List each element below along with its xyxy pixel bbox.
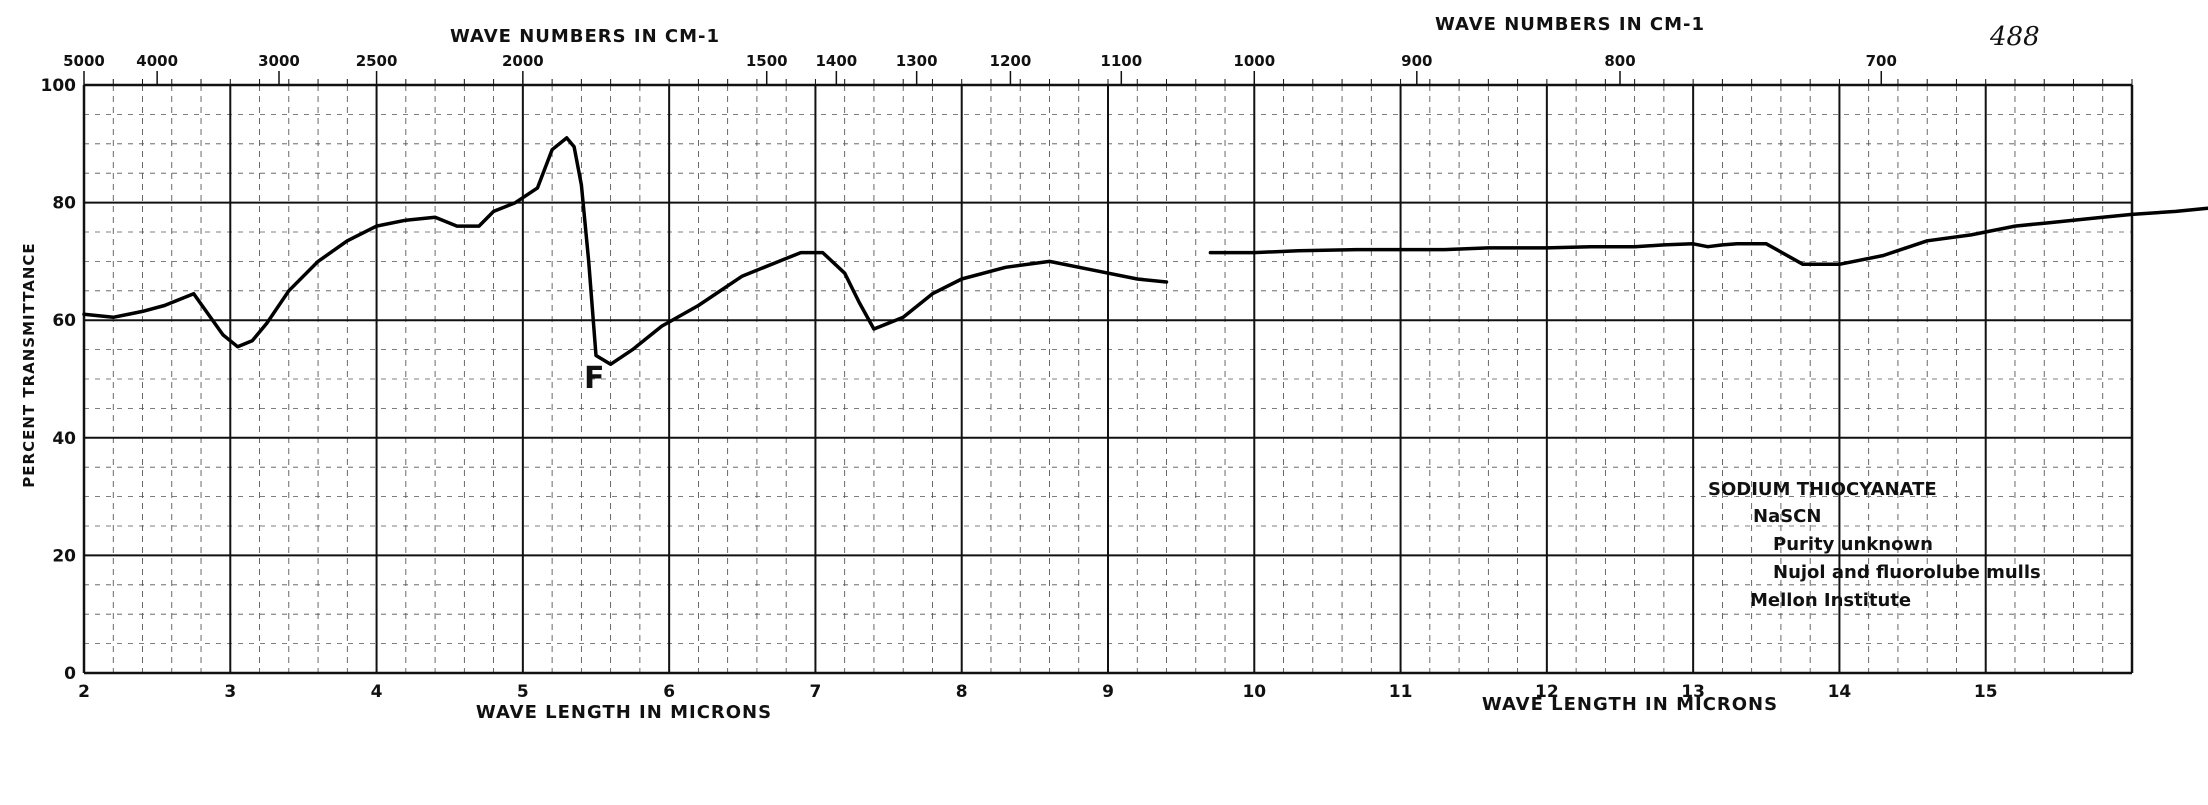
x-axis-label-right: WAVE LENGTH IN MICRONS [1482,694,1778,715]
x-tick-label: 2 [78,682,90,702]
spectrum-trace-1 [82,136,1169,367]
x-tick-label: 7 [810,682,822,702]
top-axis-tick-label: 3000 [258,52,300,70]
x-tick-label: 12 [1535,682,1559,702]
top-axis-label-left: WAVE NUMBERS IN CM-1 [450,26,720,47]
legend-formula: NaSCN [1753,506,1821,527]
top-axis-tick-label: 900 [1401,52,1432,70]
legend-compound: SODIUM THIOCYANATE [1708,479,1937,500]
y-axis-label: PERCENT TRANSMITTANCE [20,242,38,487]
x-tick-label: 5 [517,682,529,702]
top-axis-tick-label: 1300 [896,52,938,70]
top-axis-tick-label: 5000 [63,52,105,70]
top-axis-tick-label: 1100 [1100,52,1142,70]
legend-purity: Purity unknown [1773,534,1933,555]
x-tick-label: 13 [1681,682,1705,702]
x-tick-label: 4 [371,682,383,702]
spectrum-trace-2 [1208,206,2208,267]
top-axis-tick-label: 1200 [990,52,1032,70]
y-tick-label: 100 [41,76,77,96]
grid-layer [83,84,2132,674]
x-tick-label: 6 [663,682,675,702]
y-tick-label: 80 [52,194,76,214]
y-tick-label: 20 [52,546,76,566]
x-tick-label: 11 [1389,682,1413,702]
labels-layer: 2 3 4 5 6 7 8 9 10 11 12 13 14 15 0 20 40 60 80 100 5000 4000… [41,52,1998,702]
y-tick-label: 40 [52,429,76,449]
top-axis-label-right: WAVE NUMBERS IN CM-1 [1435,14,1705,35]
x-tick-label: 9 [1102,682,1114,702]
top-axis-tick-label: 800 [1604,52,1635,70]
top-axis-tick-label: 2000 [502,52,544,70]
x-tick-label: 3 [224,682,236,702]
x-tick-label: 8 [956,682,968,702]
top-axis-tick-label: 4000 [136,52,178,70]
legend-sample: Nujol and fluorolube mulls [1773,562,2041,583]
legend-box: SODIUM THIOCYANATE NaSCN Purity unknown … [1708,479,2041,611]
top-axis-tick-label: 700 [1866,52,1897,70]
top-axis-tick-label: 1000 [1233,52,1275,70]
series-layer [82,136,2208,367]
annotation-f: F [584,361,605,396]
y-tick-label: 60 [52,311,76,331]
y-tick-label: 0 [64,664,76,684]
catalog-number: 488 [1989,22,2040,52]
x-tick-label: 14 [1828,682,1852,702]
top-axis-tick-label: 1500 [746,52,788,70]
x-tick-label: 15 [1974,682,1998,702]
x-axis-label-left: WAVE LENGTH IN MICRONS [476,702,772,723]
legend-source: Mellon Institute [1750,590,1911,611]
top-axis-tick-label: 1400 [815,52,857,70]
top-axis-tick-label: 2500 [356,52,398,70]
x-tick-label: 10 [1242,682,1266,702]
axes-layer [82,71,2134,675]
